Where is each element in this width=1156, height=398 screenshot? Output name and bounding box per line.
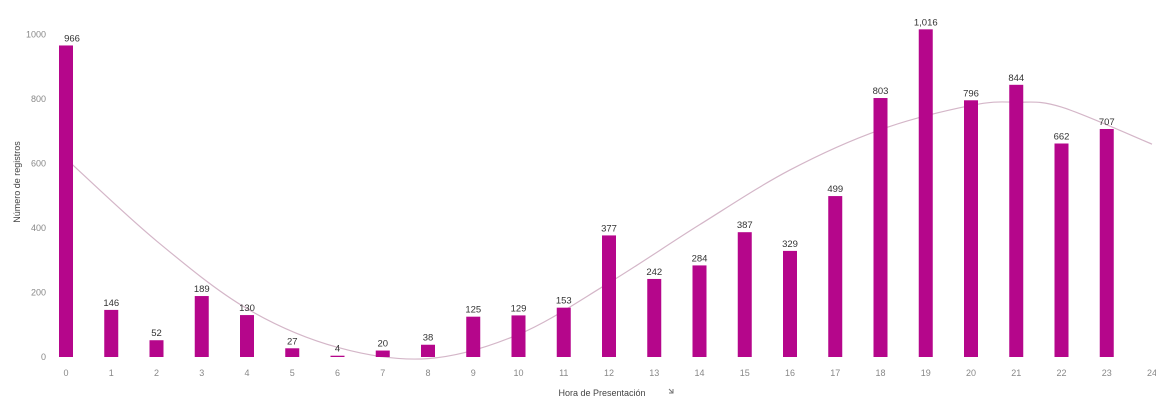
bar-series [59,29,1114,358]
y-tick-label: 0 [41,352,46,362]
data-label: 707 [1099,117,1115,128]
x-tick-label: 14 [694,368,704,378]
data-label: 4 [335,344,340,355]
data-label: 796 [963,88,979,99]
bar[interactable] [466,316,481,357]
x-tick-label: 11 [559,368,568,378]
bar[interactable] [149,340,164,357]
x-tick-label: 17 [830,368,840,378]
bar[interactable] [783,250,797,357]
bar[interactable] [59,45,73,358]
data-label: 52 [151,328,162,339]
data-label: 377 [601,223,617,234]
data-label: 189 [194,284,210,295]
x-tick-label: 8 [425,368,430,378]
x-tick-label: 10 [513,368,523,378]
data-label: 129 [511,303,527,314]
trend-line [65,101,1153,360]
x-tick-label: 5 [290,368,295,378]
y-axis-ticks: 0 200 400 600 800 1000 [26,30,46,363]
bar[interactable] [828,196,843,357]
data-label: 130 [239,303,255,314]
data-label: 20 [377,339,388,350]
data-label: 38 [423,333,434,344]
x-axis-ticks: 0 1 2 3 4 5 6 7 8 9 10 11 12 13 14 15 16 17 18 19 20 21 22 23 24 [63,368,1156,378]
bar[interactable] [194,296,209,357]
data-label: 387 [737,220,753,231]
y-axis-title: Número de registros [12,141,22,223]
data-label: 125 [465,305,481,316]
sort-icon[interactable] [668,388,674,394]
data-labels: 966 146 52 189 130 27 4 20 38 125 129 153 377 242 284 3… [64,17,1115,354]
data-label: 153 [556,296,572,307]
data-label: 803 [873,86,889,97]
data-label: 284 [692,253,708,264]
x-tick-label: 1 [109,368,114,378]
x-axis-title: Hora de Presentación [558,388,645,398]
bar[interactable] [240,315,254,357]
bar[interactable] [104,309,119,357]
bar[interactable] [1009,84,1024,357]
x-tick-label: 7 [380,368,385,378]
data-label: 966 [64,33,80,44]
data-label: 499 [827,184,843,195]
x-tick-label: 15 [740,368,750,378]
data-label: 844 [1008,73,1024,84]
y-tick-label: 200 [31,288,46,298]
x-tick-label: 21 [1011,368,1021,378]
x-tick-label: 0 [63,368,68,378]
bar[interactable] [918,29,933,358]
y-tick-label: 400 [31,223,46,233]
bar[interactable] [375,350,390,357]
bar[interactable] [1099,128,1114,357]
y-tick-label: 800 [31,94,46,104]
x-tick-label: 9 [471,368,476,378]
y-tick-label: 600 [31,159,46,169]
x-tick-label: 12 [604,368,614,378]
bar[interactable] [421,344,435,357]
x-tick-label: 6 [335,368,340,378]
bar[interactable] [556,307,571,357]
bar[interactable] [647,278,662,357]
x-tick-label: 22 [1056,368,1066,378]
bar[interactable] [964,100,978,357]
x-tick-label: 16 [785,368,795,378]
x-tick-label: 13 [649,368,659,378]
bar[interactable] [1054,143,1069,357]
bar[interactable] [330,355,345,357]
x-tick-label: 4 [244,368,249,378]
bar[interactable] [511,315,526,357]
data-label: 27 [287,336,298,347]
x-tick-label: 19 [921,368,931,378]
x-tick-label: 20 [966,368,976,378]
bar[interactable] [737,232,752,357]
bar[interactable] [873,98,888,357]
data-label: 329 [782,239,798,250]
x-tick-label: 18 [875,368,885,378]
x-tick-label: 2 [154,368,159,378]
data-label: 146 [103,298,119,309]
data-label: 242 [646,267,662,278]
y-tick-label: 1000 [26,30,46,40]
x-tick-label: 23 [1102,368,1112,378]
x-tick-label: 24 [1147,368,1156,378]
bar[interactable] [692,265,707,357]
data-label: 1,016 [914,17,938,28]
data-label: 662 [1054,132,1070,143]
x-tick-label: 3 [199,368,204,378]
bar[interactable] [602,235,616,357]
bar[interactable] [285,348,300,357]
